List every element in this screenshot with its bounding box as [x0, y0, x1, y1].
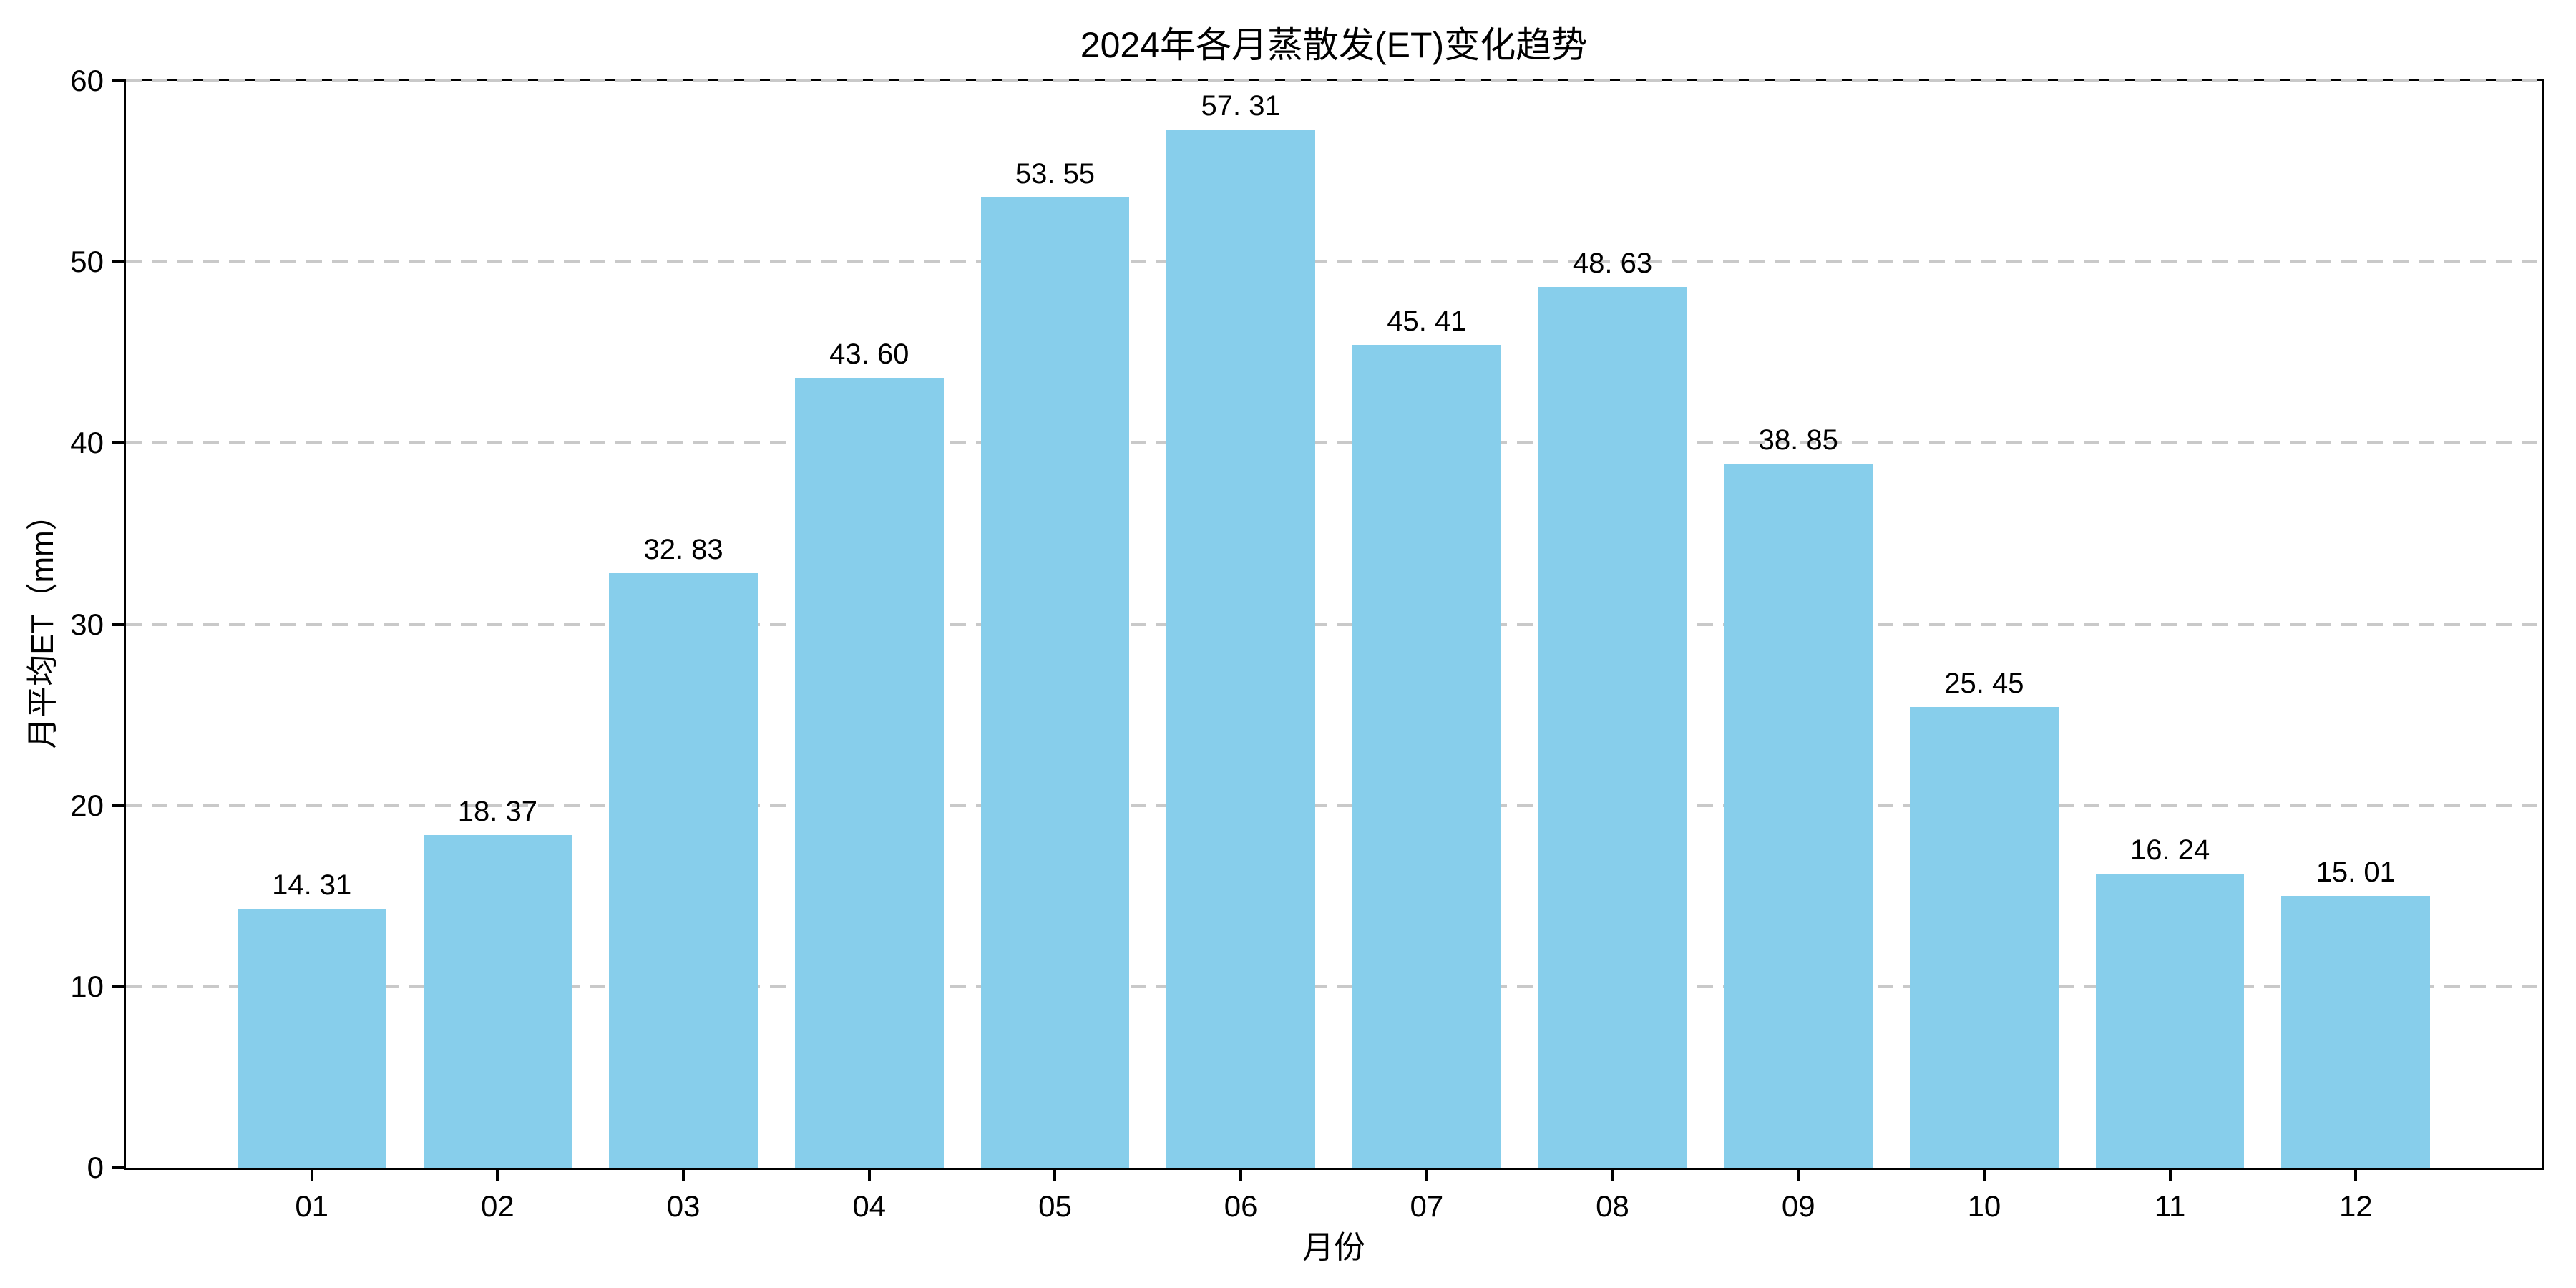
x-tick-label: 02 — [481, 1189, 514, 1223]
bar-value-label: 57. 31 — [1201, 90, 1281, 122]
y-tick-mark — [112, 79, 124, 82]
bar-value-label: 43. 60 — [829, 338, 909, 371]
bar-value-label: 18. 37 — [457, 795, 537, 827]
y-gridline — [126, 260, 2542, 264]
x-tick-label: 01 — [295, 1189, 329, 1223]
x-tick-mark — [1239, 1170, 1243, 1181]
x-tick-mark — [496, 1170, 499, 1181]
x-tick-label: 12 — [2338, 1189, 2373, 1223]
y-gridline — [126, 441, 2542, 445]
bar — [794, 378, 944, 1168]
y-tick-mark — [112, 1166, 124, 1169]
bar — [423, 834, 572, 1168]
x-axis-label: 月份 — [1302, 1230, 1365, 1265]
x-tick-label: 08 — [1596, 1189, 1629, 1223]
y-tick-label: 0 — [87, 1151, 104, 1184]
bar — [237, 908, 386, 1168]
x-tick-label: 05 — [1038, 1189, 1072, 1223]
x-tick-mark — [1053, 1170, 1057, 1181]
bar — [2095, 873, 2245, 1168]
plot-area — [124, 79, 2544, 1170]
bar — [1724, 464, 1873, 1168]
bar-value-label: 15. 01 — [2316, 856, 2396, 888]
y-tick-label: 20 — [70, 788, 104, 822]
y-gridline — [126, 623, 2542, 626]
bar — [1352, 345, 1501, 1168]
y-tick-label: 10 — [70, 969, 104, 1003]
x-tick-label: 03 — [666, 1189, 701, 1223]
x-tick-label: 06 — [1224, 1189, 1258, 1223]
x-tick-label: 10 — [1967, 1189, 2001, 1223]
x-tick-mark — [1425, 1170, 1428, 1181]
bar — [1166, 130, 1316, 1168]
bar-value-label: 53. 55 — [1015, 158, 1096, 190]
y-tick-mark — [112, 985, 124, 988]
y-tick-label: 60 — [70, 64, 104, 97]
x-tick-mark — [682, 1170, 686, 1181]
bar-value-label: 48. 63 — [1572, 247, 1653, 279]
y-gridline — [126, 79, 2542, 82]
y-tick-mark — [112, 441, 124, 445]
x-tick-label: 04 — [852, 1189, 887, 1223]
bar — [609, 572, 758, 1168]
x-tick-mark — [1982, 1170, 1986, 1181]
bar-value-label: 32. 83 — [643, 533, 723, 565]
y-tick-mark — [112, 623, 124, 626]
x-tick-label: 09 — [1781, 1189, 1815, 1223]
y-tick-mark — [112, 804, 124, 807]
x-tick-label: 07 — [1410, 1189, 1444, 1223]
x-tick-mark — [1611, 1170, 1614, 1181]
bar-value-label: 38. 85 — [1758, 424, 1838, 457]
x-tick-mark — [867, 1170, 871, 1181]
y-tick-label: 40 — [70, 426, 104, 460]
bar-value-label: 16. 24 — [2130, 834, 2210, 866]
bar-value-label: 45. 41 — [1387, 306, 1467, 338]
chart-title: 2024年各月蒸散发(ET)变化趋势 — [1080, 25, 1588, 65]
bar — [1538, 286, 1687, 1168]
bar-value-label: 14. 31 — [272, 869, 352, 901]
x-tick-label: 11 — [2154, 1189, 2186, 1223]
bar — [980, 197, 1130, 1168]
bar-value-label: 25. 45 — [1944, 667, 2024, 699]
bar — [1910, 706, 2059, 1168]
x-tick-mark — [310, 1170, 313, 1181]
x-tick-mark — [2354, 1170, 2358, 1181]
y-tick-label: 50 — [70, 245, 104, 279]
x-tick-mark — [2168, 1170, 2172, 1181]
bar — [2281, 896, 2431, 1168]
y-tick-label: 30 — [70, 607, 104, 641]
x-tick-mark — [1797, 1170, 1800, 1181]
y-tick-mark — [112, 260, 124, 264]
